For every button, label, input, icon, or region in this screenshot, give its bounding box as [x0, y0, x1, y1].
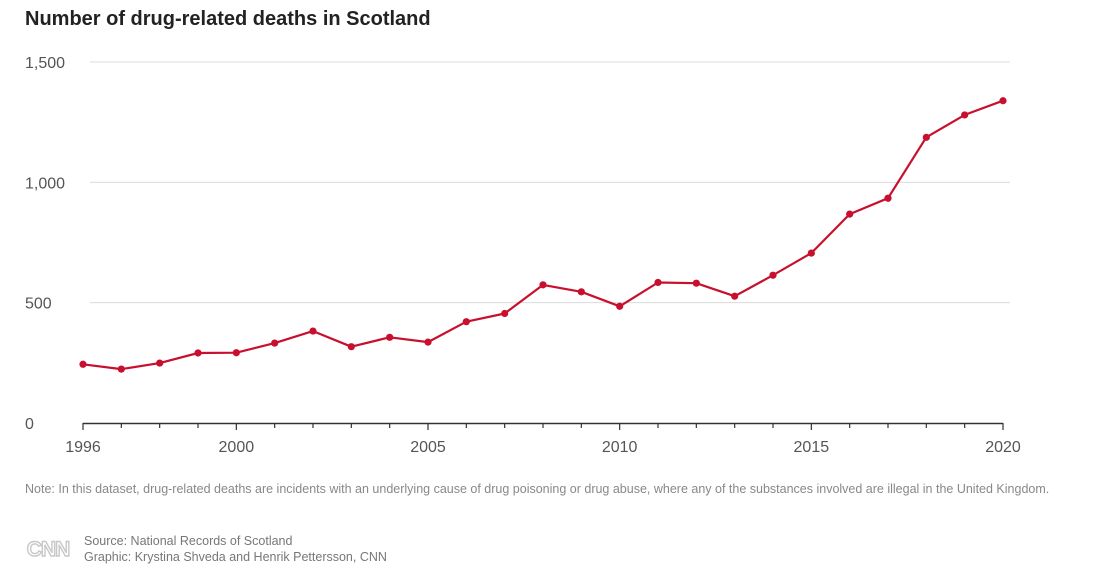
- data-point: [309, 327, 317, 335]
- chart-title: Number of drug-related deaths in Scotlan…: [25, 8, 431, 30]
- x-tick-label: 1996: [65, 439, 101, 456]
- data-point: [232, 349, 240, 357]
- line-chart: 0 500 1,000 1,500 1996 2000 2005 2010 2015 2020: [25, 55, 1021, 456]
- data-point: [999, 97, 1007, 105]
- data-point: [846, 210, 854, 218]
- source-line: Source: National Records of Scotland: [84, 534, 293, 548]
- data-point: [616, 302, 624, 310]
- data-point: [539, 281, 547, 289]
- data-point: [271, 339, 279, 347]
- graphic-credit-line: Graphic: Krystina Shveda and Henrik Pett…: [84, 550, 387, 564]
- series: [82, 99, 1004, 371]
- data-point: [194, 349, 202, 357]
- data-point: [386, 333, 394, 341]
- cnn-logo-text: CNN: [27, 538, 70, 561]
- data-point: [961, 111, 969, 119]
- data-point: [769, 271, 777, 279]
- data-point: [654, 278, 662, 287]
- x-tick-label: 2000: [219, 439, 255, 456]
- x-tick-label: 2015: [794, 439, 830, 456]
- cnn-logo: CNN: [26, 537, 71, 561]
- y-axis-labels: 0 500 1,000 1,500: [25, 55, 65, 433]
- x-axis: [82, 422, 1004, 430]
- data-point: [922, 133, 930, 141]
- x-axis-labels: 1996 2000 2005 2010 2015 2020: [65, 439, 1021, 456]
- data-point: [501, 309, 509, 318]
- y-tick-label: 1,000: [25, 175, 65, 192]
- data-point: [424, 338, 432, 346]
- x-tick-label: 2020: [985, 439, 1021, 456]
- series-line: [82, 99, 1004, 371]
- source-credits: Source: National Records of Scotland Gra…: [84, 533, 387, 565]
- data-point: [731, 292, 739, 300]
- data-point: [156, 359, 164, 367]
- data-point: [577, 288, 585, 296]
- data-point: [117, 365, 125, 373]
- grid-lines: [90, 61, 1010, 304]
- chart-note: Note: In this dataset, drug-related deat…: [25, 482, 1050, 496]
- data-point: [347, 343, 355, 351]
- y-tick-label: 0: [25, 416, 34, 433]
- data-point: [807, 249, 815, 257]
- y-tick-label: 1,500: [25, 55, 65, 72]
- data-point: [79, 360, 87, 368]
- x-tick-label: 2005: [410, 439, 446, 456]
- data-point: [884, 194, 892, 202]
- data-point: [692, 279, 700, 287]
- data-point: [462, 318, 470, 326]
- y-tick-label: 500: [25, 296, 52, 313]
- x-tick-label: 2010: [602, 439, 638, 456]
- data-points: [79, 97, 1007, 373]
